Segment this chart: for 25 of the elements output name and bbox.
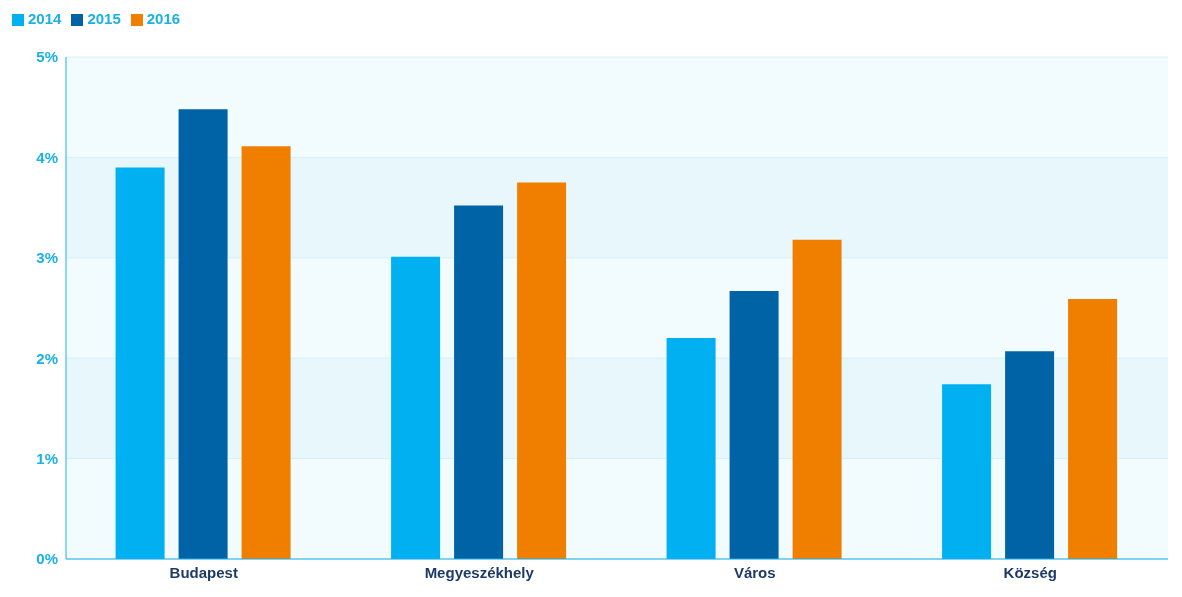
x-tick-label: Község xyxy=(1003,563,1057,581)
bar xyxy=(729,290,779,559)
legend-label: 2015 xyxy=(87,10,121,27)
y-tick-label: 1% xyxy=(36,449,58,467)
bar xyxy=(115,167,165,559)
bar xyxy=(1068,298,1118,559)
x-tick-label: Budapest xyxy=(169,563,238,581)
bar xyxy=(178,109,228,559)
y-tick-label: 3% xyxy=(36,249,58,267)
bar xyxy=(792,239,842,559)
legend-label: 2014 xyxy=(28,10,62,27)
y-tick-label: 2% xyxy=(36,349,58,367)
y-tick-label: 4% xyxy=(36,148,58,166)
y-tick-label: 0% xyxy=(36,550,58,568)
bar xyxy=(942,384,992,559)
legend-label: 2016 xyxy=(146,10,181,27)
y-tick-label: 5% xyxy=(36,48,58,66)
bar xyxy=(1005,351,1055,559)
bar xyxy=(454,205,504,559)
x-tick-label: Város xyxy=(733,563,776,581)
bar xyxy=(666,338,716,559)
bar xyxy=(241,146,291,559)
bar xyxy=(391,256,441,559)
x-tick-label: Megyeszékhely xyxy=(424,563,535,581)
bar xyxy=(517,182,567,559)
